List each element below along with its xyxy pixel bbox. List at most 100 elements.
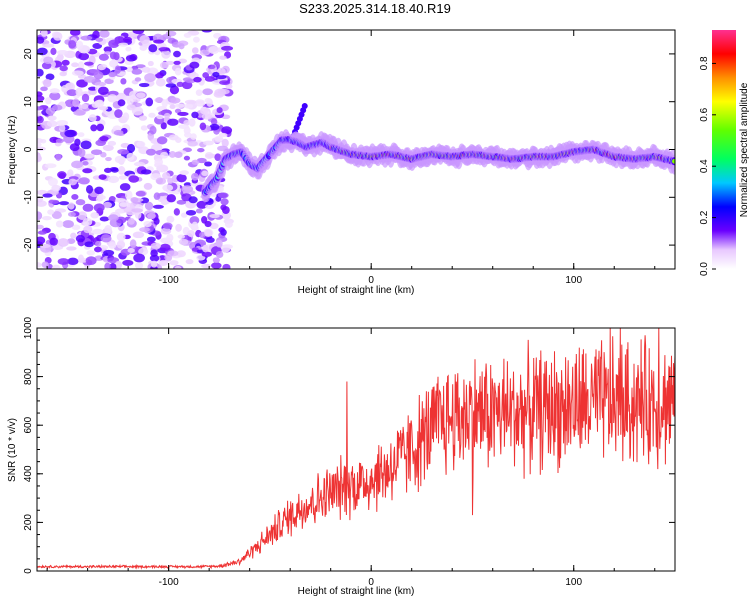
noise-blob [160,151,169,159]
noise-blob [153,39,165,44]
noise-blob [125,54,137,62]
noise-blob [124,190,133,200]
noise-blob [77,148,86,158]
noise-blob [48,199,60,204]
noise-blob [119,202,129,207]
noise-blob [97,86,109,95]
noise-blob [145,97,154,107]
noise-blob [136,92,146,99]
noise-blob [190,133,197,140]
noise-blob [219,55,227,60]
noise-blob [70,232,77,239]
noise-blob [71,160,84,169]
noise-blob [163,112,171,118]
noise-blob [67,169,74,177]
snr-y-tick-label: 800 [23,368,34,385]
noise-blob [139,45,148,51]
noise-blob [201,30,213,33]
noise-blob [161,99,168,108]
noise-blob [174,67,182,76]
noise-blob [201,170,209,177]
noise-blob [62,220,74,228]
noise-blob [82,168,93,174]
noise-blob [189,61,200,69]
noise-blob [100,234,112,243]
noise-blob [77,211,87,220]
noise-blob [193,36,200,43]
noise-blob [83,153,95,159]
spectrogram-x-label: Height of straight line (km) [298,285,415,296]
noise-blob [104,78,114,85]
noise-blob [189,216,200,225]
noise-blob [202,244,209,253]
noise-blob [57,258,70,265]
noise-blob [71,70,84,77]
noise-blob [110,167,119,173]
noise-blob [217,185,224,193]
noise-blob [177,234,186,239]
noise-blob [49,91,61,101]
noise-blob [77,254,85,263]
noise-blob [114,260,123,269]
noise-blob [202,140,214,146]
noise-blob [64,129,77,138]
noise-blob [219,80,231,86]
noise-blob [174,265,182,269]
noise-blob [123,95,132,101]
noise-blob [191,159,200,165]
noise-blob [149,254,160,262]
noise-blob [123,36,132,43]
noise-blob [218,227,226,233]
noise-blob [221,126,233,135]
noise-blob [204,204,215,210]
noise-blob [69,143,80,152]
noise-blob [185,209,197,216]
noise-blob [42,193,53,198]
noise-blob [44,163,57,169]
noise-blob [207,64,216,70]
noise-blob [168,151,177,158]
noise-blob [126,152,135,161]
noise-blob [212,71,220,78]
noise-blob [68,40,77,49]
noise-blob [66,238,76,244]
noise-blob [90,124,98,132]
noise-blob [37,146,46,151]
noise-blob [76,40,84,50]
noise-blob [205,153,217,158]
noise-blob [41,261,49,268]
noise-blob [187,140,198,147]
noise-blob [148,112,156,118]
snr-series-line [37,328,675,570]
spectrogram-heatmap [37,30,675,269]
noise-blob [178,43,185,50]
noise-blob [52,31,63,41]
noise-blob [153,217,160,225]
noise-blob [191,111,199,119]
noise-blob [85,185,94,194]
noise-blob [212,257,220,264]
noise-blob [139,35,150,45]
spec-x-tick-label: -100 [159,275,179,286]
noise-blob [175,223,182,232]
noise-blob [69,30,81,36]
noise-blob [109,262,117,269]
noise-blob [47,115,57,121]
noise-blob [188,118,196,127]
noise-blob [131,68,143,75]
noise-blob [195,208,203,214]
noise-blob [128,175,140,183]
noise-blob [66,89,78,97]
noise-blob [173,60,181,65]
noise-blob [67,257,79,266]
noise-blob [204,220,212,228]
noise-blob [131,208,143,213]
noise-blob [37,47,48,56]
noise-blob [216,107,223,114]
noise-blob [161,200,169,206]
noise-blob [161,49,171,59]
noise-blob [37,211,43,221]
noise-blob [37,111,42,117]
noise-blob [90,149,103,156]
noise-blob [56,119,69,126]
